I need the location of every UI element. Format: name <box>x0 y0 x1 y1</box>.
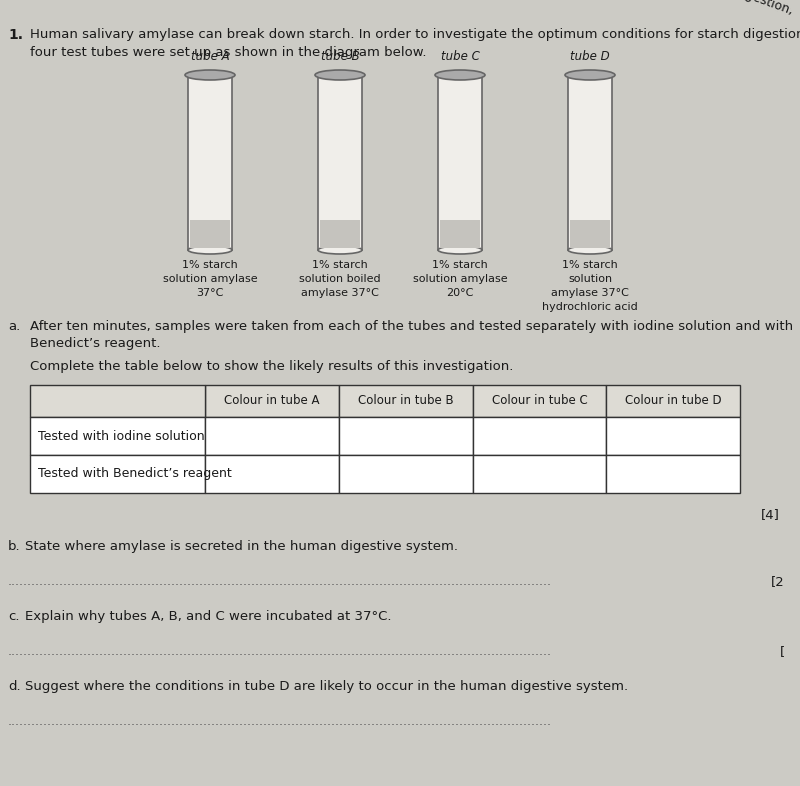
Text: State where amylase is secreted in the human digestive system.: State where amylase is secreted in the h… <box>25 540 458 553</box>
Text: Colour in tube A: Colour in tube A <box>224 395 320 407</box>
Ellipse shape <box>318 246 362 254</box>
Bar <box>606 455 740 493</box>
Text: tube D: tube D <box>570 50 610 63</box>
Bar <box>30 417 205 455</box>
Text: tube B: tube B <box>321 50 359 63</box>
Text: conditions for starch digestion,: conditions for starch digestion, <box>608 0 795 17</box>
Text: a.: a. <box>8 320 20 333</box>
Text: [2: [2 <box>771 575 785 588</box>
Bar <box>318 75 362 250</box>
Bar <box>473 385 606 417</box>
Bar <box>338 417 473 455</box>
Text: 1% starch
solution amylase
37°C: 1% starch solution amylase 37°C <box>162 260 258 298</box>
Ellipse shape <box>568 246 612 254</box>
Text: Benedict’s reagent.: Benedict’s reagent. <box>30 337 161 350</box>
Text: After ten minutes, samples were taken from each of the tubes and tested separate: After ten minutes, samples were taken fr… <box>30 320 793 333</box>
Text: Tested with Benedict’s reagent: Tested with Benedict’s reagent <box>38 468 232 480</box>
Bar <box>570 220 610 248</box>
Text: Colour in tube B: Colour in tube B <box>358 395 454 407</box>
Bar <box>606 417 740 455</box>
Text: b.: b. <box>8 540 21 553</box>
Text: 1.: 1. <box>8 28 23 42</box>
Text: ................................................................................: ........................................… <box>8 575 552 588</box>
Bar <box>205 455 338 493</box>
Ellipse shape <box>435 70 485 80</box>
Bar <box>188 75 232 250</box>
Text: [4]: [4] <box>761 508 780 521</box>
Text: tube C: tube C <box>441 50 479 63</box>
Bar <box>190 220 230 248</box>
Bar <box>473 455 606 493</box>
Bar <box>30 455 205 493</box>
Text: Explain why tubes A, B, and C were incubated at 37°C.: Explain why tubes A, B, and C were incub… <box>25 610 391 623</box>
Ellipse shape <box>315 70 365 80</box>
Ellipse shape <box>188 246 232 254</box>
Text: c.: c. <box>8 610 19 623</box>
Bar <box>438 75 482 250</box>
Text: Complete the table below to show the likely results of this investigation.: Complete the table below to show the lik… <box>30 360 514 373</box>
Ellipse shape <box>185 70 235 80</box>
Ellipse shape <box>438 246 482 254</box>
Bar <box>338 455 473 493</box>
Text: ................................................................................: ........................................… <box>8 715 552 728</box>
Text: 1% starch
solution amylase
20°C: 1% starch solution amylase 20°C <box>413 260 507 298</box>
Bar <box>568 75 612 250</box>
Text: d.: d. <box>8 680 21 693</box>
Bar <box>30 385 205 417</box>
Text: tube A: tube A <box>190 50 230 63</box>
Text: Human salivary amylase can break down starch. In order to investigate the optimu: Human salivary amylase can break down st… <box>30 28 800 41</box>
Text: 1% starch
solution boiled
amylase 37°C: 1% starch solution boiled amylase 37°C <box>299 260 381 298</box>
Bar <box>205 417 338 455</box>
Bar <box>320 220 360 248</box>
Bar <box>606 385 740 417</box>
Text: Tested with iodine solution: Tested with iodine solution <box>38 429 205 443</box>
Text: four test tubes were set up as shown in the diagram below.: four test tubes were set up as shown in … <box>30 46 426 59</box>
Bar <box>440 220 480 248</box>
Text: Colour in tube C: Colour in tube C <box>491 395 587 407</box>
Bar <box>338 385 473 417</box>
Ellipse shape <box>565 70 615 80</box>
Text: [: [ <box>780 645 785 658</box>
Text: ................................................................................: ........................................… <box>8 645 552 658</box>
Text: 1% starch
solution
amylase 37°C
hydrochloric acid: 1% starch solution amylase 37°C hydrochl… <box>542 260 638 312</box>
Bar <box>205 385 338 417</box>
Text: Colour in tube D: Colour in tube D <box>625 395 722 407</box>
Bar <box>473 417 606 455</box>
Text: Suggest where the conditions in tube D are likely to occur in the human digestiv: Suggest where the conditions in tube D a… <box>25 680 628 693</box>
